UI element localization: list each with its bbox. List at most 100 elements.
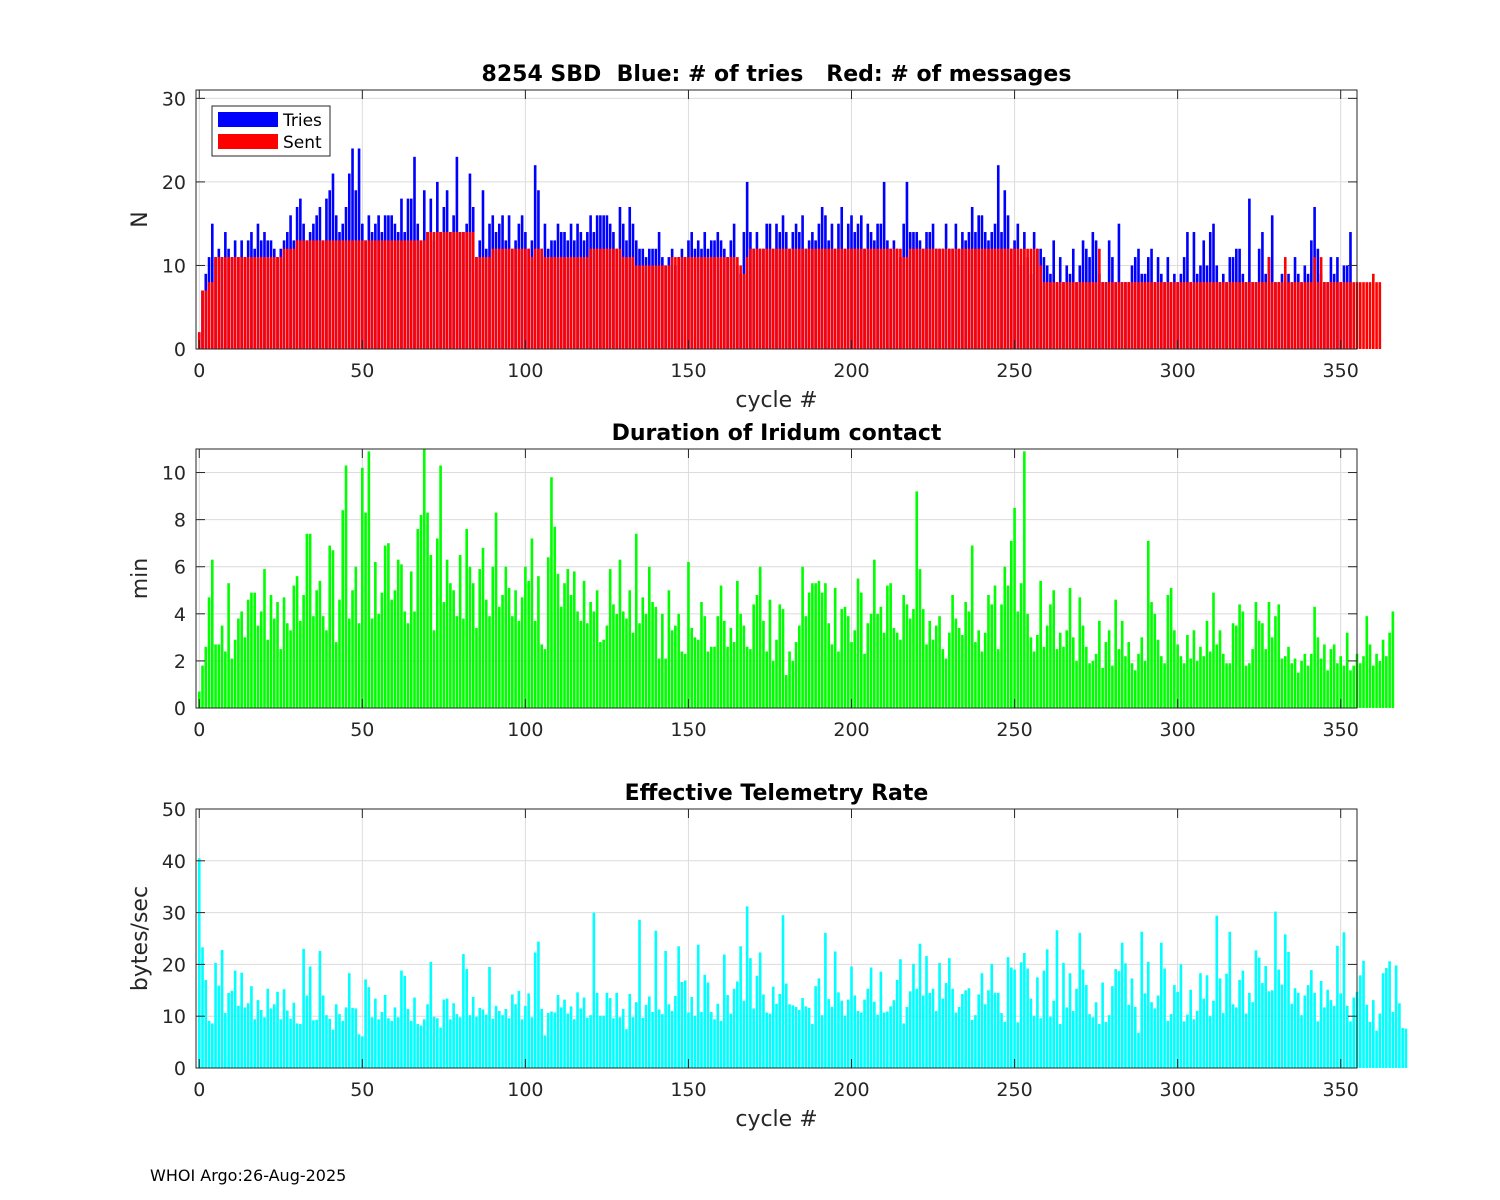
bar-sent (321, 240, 325, 349)
bar-sent (465, 232, 468, 349)
bar-rate (996, 992, 1000, 1068)
bar-sent (559, 257, 563, 349)
bar-rate (1244, 1013, 1248, 1068)
bar-sent (308, 240, 312, 349)
bar-duration (517, 620, 521, 708)
bar-rate (882, 1012, 886, 1068)
bar-sent (1081, 282, 1085, 349)
bar-rate (491, 1018, 495, 1068)
bar-sent (934, 248, 938, 349)
bar-duration (494, 512, 498, 708)
bar-duration (1016, 611, 1020, 708)
bar-sent (383, 240, 387, 349)
bar-rate (723, 954, 726, 1068)
bar-sent (230, 257, 234, 349)
bar-duration (961, 635, 964, 708)
bar-sent (1378, 282, 1382, 349)
bar-rate (716, 1003, 720, 1068)
bar-sent (282, 248, 286, 349)
bar-rate (312, 1020, 315, 1068)
bar-sent (455, 232, 459, 349)
bar-sent (276, 257, 279, 349)
bar-rate (1078, 932, 1082, 1068)
bar-rate (1127, 1004, 1131, 1068)
bar-rate (739, 946, 742, 1068)
bar-rate (308, 966, 312, 1068)
bar-sent (449, 232, 452, 349)
bar-rate (784, 983, 788, 1068)
bar-sent (1306, 282, 1310, 349)
bar-rate (1026, 968, 1029, 1068)
bar-rate (1277, 969, 1281, 1068)
bar-sent (256, 257, 260, 349)
bar-sent (491, 248, 495, 349)
bar-sent (954, 248, 958, 349)
bar-rate (572, 1019, 576, 1068)
bar-duration (993, 585, 997, 708)
bar-rate (197, 858, 201, 1068)
bar-sent (1104, 282, 1108, 349)
bar-duration (243, 637, 247, 708)
bar-duration (572, 571, 576, 708)
bar-sent (1085, 282, 1088, 349)
bar-sent (941, 248, 945, 349)
bar-duration (1127, 642, 1131, 708)
bar-sent (1146, 282, 1150, 349)
bar-sent (696, 257, 700, 349)
bar-sent (458, 232, 462, 349)
bar-duration (1349, 670, 1352, 708)
bar-sent (886, 248, 889, 349)
bar-rate (866, 988, 870, 1068)
bar-sent (1160, 282, 1163, 349)
bar-duration (863, 653, 866, 708)
bar-sent (716, 257, 720, 349)
bar-sent (328, 240, 332, 349)
bar-duration (1339, 656, 1342, 708)
bar-sent (527, 248, 530, 349)
bar-rate (305, 995, 309, 1068)
bar-duration (1336, 663, 1339, 708)
bar-rate (1212, 1000, 1215, 1068)
bar-rate (1398, 1003, 1401, 1068)
bar-rate (970, 1019, 974, 1068)
bar-sent (566, 257, 570, 349)
bar-rate (380, 1012, 384, 1068)
bar-sent (784, 248, 788, 349)
bar-duration (703, 616, 707, 708)
bar-rate (1075, 988, 1078, 1068)
bar-duration (354, 566, 358, 708)
bar-duration (462, 618, 465, 708)
bar-sent (214, 257, 217, 349)
bar-sent (240, 257, 243, 349)
bar-rate (1117, 971, 1121, 1068)
bar-duration (1150, 602, 1153, 708)
bar-sent (217, 257, 221, 349)
legend-swatch-tries (218, 112, 278, 127)
bar-sent (436, 232, 439, 349)
bar-sent (204, 290, 208, 349)
bar-duration (211, 559, 214, 708)
bar-rate (1192, 1019, 1196, 1068)
bar-sent (341, 240, 345, 349)
bar-duration (824, 583, 827, 708)
bar-duration (204, 646, 208, 708)
sbd-tries-chart: 0 50 100 150 200 250 300 350 0 10 20 30 8254 SBD Blu… (128, 62, 1382, 413)
bar-rate (827, 999, 830, 1068)
bar-duration (918, 569, 922, 708)
bar-sent (644, 265, 648, 349)
bar-rate (1019, 962, 1023, 1068)
bar-sent (703, 257, 707, 349)
bar-rate (576, 992, 579, 1068)
bar-duration (338, 599, 341, 708)
bar-duration (1381, 639, 1385, 708)
bar-sent (850, 248, 853, 349)
bar-duration (781, 609, 785, 708)
bar-sent (794, 248, 798, 349)
bar-sent (1358, 282, 1362, 349)
bar-rate (1372, 1000, 1375, 1068)
bar-duration (1189, 658, 1192, 708)
bar-duration (1130, 663, 1134, 708)
bar-duration (925, 644, 928, 708)
bar-rate (954, 1012, 958, 1068)
bar-duration (1225, 663, 1228, 708)
